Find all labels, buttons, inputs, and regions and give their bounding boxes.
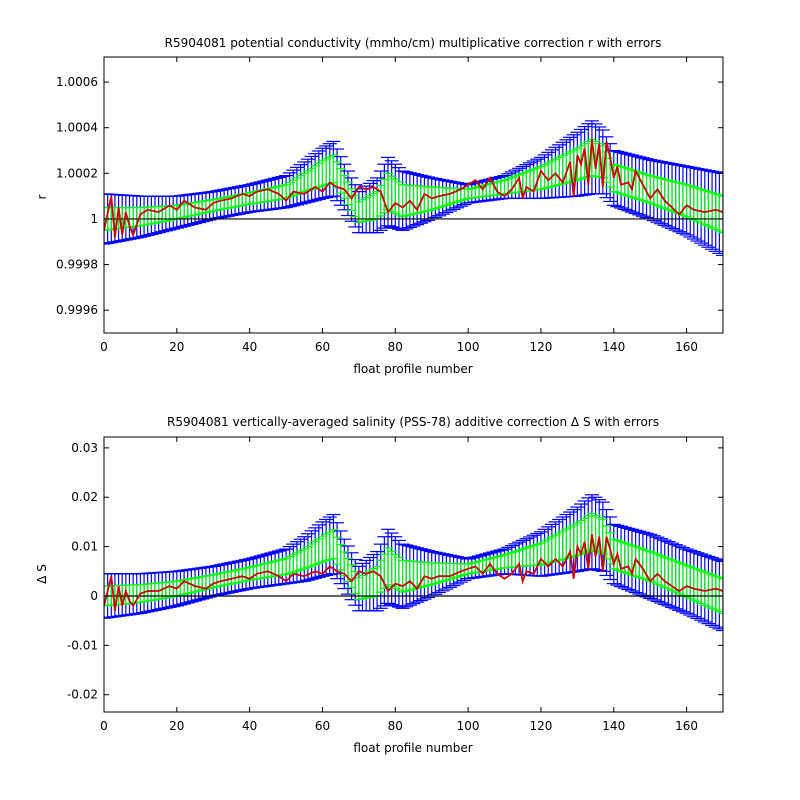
- panel-delta-s-y-axis-label: Δ S: [35, 564, 49, 584]
- panel-r-y-tick-label: 1.0004: [56, 121, 98, 135]
- panel-r-x-tick-label: 140: [602, 340, 625, 354]
- panel-r-data: [104, 120, 723, 257]
- panel-delta-s-x-tick-label: 100: [457, 719, 480, 733]
- panel-delta-s-x-tick-label: 120: [529, 719, 552, 733]
- panel-r-plot: 0 20 40 60 80 100 120 140 160 0.9996 0.9998 1 1.0002…: [56, 56, 724, 354]
- panel-r-y-tick-label: 1: [90, 212, 98, 226]
- panel-delta-s-axes-frame: [103, 436, 724, 713]
- panel-r-y-tick-label: 0.9998: [56, 258, 98, 272]
- panel-r-y-tick-label: 0.9996: [56, 303, 98, 317]
- panel-delta-s-y-tick-label: 0.02: [71, 490, 98, 504]
- panel-delta-s-y-tick-label: 0.03: [71, 441, 98, 455]
- panel-delta-s-y-tick-label: 0.01: [71, 540, 98, 554]
- panel-r-x-tick-label: 100: [457, 340, 480, 354]
- panel-delta-s-y-tick-label: 0: [90, 589, 98, 603]
- panel-r-series-profile_estimate: [104, 138, 723, 238]
- panel-delta-s-x-tick-label: 60: [315, 719, 330, 733]
- panel-r-title: R5904081 potential conductivity (mmho/cm…: [165, 36, 662, 50]
- panel-delta-s: R5904081 vertically-averaged salinity (P…: [35, 415, 724, 755]
- panel-delta-s-x-tick-label: 40: [242, 719, 257, 733]
- panel-delta-s-y-tick-label: -0.01: [67, 638, 98, 652]
- panel-r-x-tick-label: 0: [100, 340, 108, 354]
- panel-r-x-tick-label: 120: [529, 340, 552, 354]
- panel-r-y-tick-label: 1.0002: [56, 166, 98, 180]
- panel-r-x-tick-label: 60: [315, 340, 330, 354]
- panel-delta-s-series-profile_estimate: [104, 534, 723, 611]
- panel-delta-s-x-tick-label: 140: [602, 719, 625, 733]
- panel-delta-s-x-tick-label: 20: [169, 719, 184, 733]
- panel-delta-s-y-tick-label: -0.02: [67, 688, 98, 702]
- panel-delta-s-x-axis-label: float profile number: [353, 741, 472, 755]
- panel-r-x-tick-label: 80: [388, 340, 403, 354]
- panel-delta-s-x-tick-label: 160: [675, 719, 698, 733]
- panel-r-x-axis-label: float profile number: [353, 362, 472, 376]
- panel-r-x-tick-label: 160: [675, 340, 698, 354]
- panel-r-x-tick-label: 20: [169, 340, 184, 354]
- panel-r: R5904081 potential conductivity (mmho/cm…: [35, 36, 724, 376]
- panel-delta-s-plot: 0 20 40 60 80 100 120 140 160 -0.02 -0.01 0 0.01 0.02…: [67, 436, 724, 733]
- panel-delta-s-x-tick-label: 0: [100, 719, 108, 733]
- panel-r-y-axis-label: r: [35, 194, 49, 199]
- panel-delta-s-title: R5904081 vertically-averaged salinity (P…: [167, 415, 659, 429]
- panel-delta-s-x-tick-label: 80: [388, 719, 403, 733]
- panel-r-axes-frame: [103, 56, 724, 334]
- panel-r-x-tick-label: 40: [242, 340, 257, 354]
- panel-r-y-tick-label: 1.0006: [56, 75, 98, 89]
